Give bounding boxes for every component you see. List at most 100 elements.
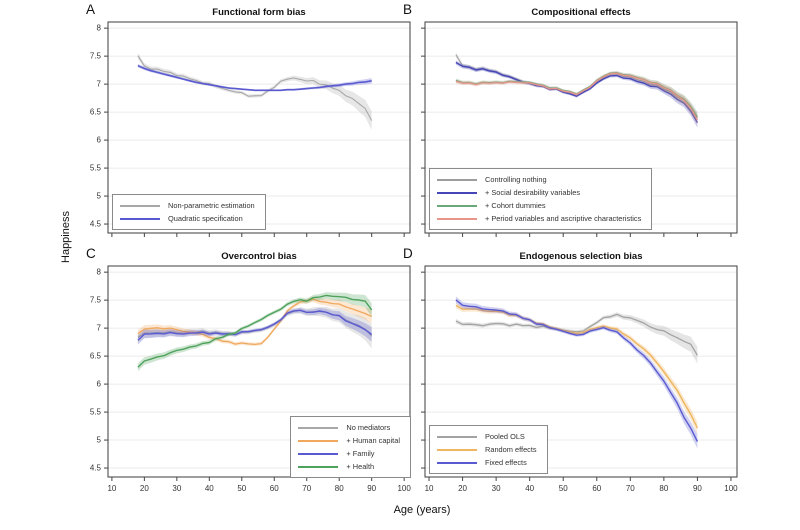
panel-b: B Compositional effects Controlling noth… [403,2,738,237]
series-d-0 [455,312,698,364]
legend-line-sample [437,461,477,464]
legend-d: Pooled OLS Random effects Fixed effects [429,425,548,474]
legend-item: + Health [298,460,400,473]
legend-item: Quadratic specification [120,212,255,225]
plot-area-b: Controlling nothing + Social desirability… [421,21,738,237]
series-a-0 [137,53,373,131]
series-b-3 [455,71,698,125]
y-tick-label: 5 [97,436,102,445]
legend-item: Non-parametric estimation [120,199,255,212]
series-c-2 [137,307,373,345]
panel-title-c: Overcontrol bias [221,251,297,262]
plot-area-d: 10 20 30 40 50 60 70 80 90 100 Pooled OLS Random ef… [421,265,738,493]
series-c-3 [137,292,373,372]
y-tick-label: 6.5 [90,352,102,361]
x-tick-label: 20 [140,484,149,493]
legend-label: + Health [346,462,375,471]
y-tick-label: 5 [97,192,102,201]
panel-letter-d: D [403,246,413,261]
legend-line-sample [298,439,339,442]
legend-label: + Cohort dummies [485,201,546,210]
x-tick-label: 80 [335,484,344,493]
x-tick-label: 60 [592,484,601,493]
legend-item: Random effects [437,443,537,456]
axis-ticks [421,27,732,237]
y-tick-label: 6 [97,380,102,389]
legend-item: + Human capital [298,434,400,447]
y-tick-label: 5.5 [90,164,102,173]
x-tick-label: 80 [659,484,668,493]
legend-line-sample [298,465,339,468]
panel-letter-c: C [86,246,96,261]
series-d-2 [455,296,699,449]
x-tick-label: 100 [724,484,738,493]
plot-svg-c: 8 7.5 7 6.5 6 5.5 5 4.5 10 20 30 40 50 60 70 80 90 100 [90,265,411,493]
y-tick-label: 7 [97,324,102,333]
x-tick-label: 10 [425,484,434,493]
y-tick-label: 7.5 [90,296,102,305]
gridlines [425,271,737,469]
legend-label: Pooled OLS [485,432,525,441]
legend-item: Fixed effects [437,456,537,469]
legend-b: Controlling nothing + Social desirability… [429,168,653,230]
legend-a: Non-parametric estimation Quadratic speci… [112,194,266,230]
legend-label: + Period variables and ascriptive charac… [485,214,642,223]
x-tick-label: 60 [270,484,279,493]
plot-area-c: 8 7.5 7 6.5 6 5.5 5 4.5 10 20 30 40 50 60 70 80 90 100 No … [90,265,411,493]
y-axis-title: Happiness [60,211,72,263]
y-tick-label: 6 [97,136,102,145]
panel-letter-b: B [403,2,413,17]
legend-label: Controlling nothing [485,175,547,184]
y-tick-label: 5.5 [90,408,102,417]
legend-line-sample [437,178,477,181]
x-tick-label: 90 [367,484,376,493]
panel-a: A Functional form bias 8 7.5 7 6.5 6 5.5 5 4.5 N… [86,2,411,237]
series-b-1 [455,60,699,128]
legend-label: Random effects [485,445,537,454]
legend-item: + Cohort dummies [437,199,641,212]
axis-ticks: 8 7.5 7 6.5 6 5.5 5 4.5 10 20 30 40 50 60 70 80 90 100 [90,268,411,493]
legend-item: + Period variables and ascriptive charac… [437,212,641,225]
legend-line-sample [120,204,160,207]
plot-svg-d: 10 20 30 40 50 60 70 80 90 100 [421,265,738,493]
x-tick-label: 100 [397,484,411,493]
legend-label: + Human capital [346,436,400,445]
x-axis-title: Age (years) [393,504,451,516]
y-tick-label: 4.5 [90,220,102,229]
legend-item: No mediators [298,421,400,434]
y-tick-label: 8 [97,24,102,33]
panel-d: D Endogenous selection bias 10 20 30 40 50 60… [403,246,738,493]
panel-c: C Overcontrol bias 8 7.5 7 6.5 6 5.5 5 4.5 10 20 3… [86,246,411,493]
x-tick-label: 90 [693,484,702,493]
legend-label: No mediators [346,423,391,432]
x-tick-label: 50 [559,484,568,493]
legend-item: Controlling nothing [437,173,641,186]
x-tick-label: 70 [626,484,635,493]
series-d-1 [455,302,699,435]
legend-label: + Family [346,449,375,458]
legend-line-sample [437,435,477,438]
plot-svg-a: 8 7.5 7 6.5 6 5.5 5 4.5 [90,21,411,237]
legend-c: No mediators + Human capital + Family + Hea… [290,416,411,478]
legend-line-sample [437,204,477,207]
y-tick-label: 7 [97,80,102,89]
panel-title-a: Functional form bias [212,7,306,18]
axis-ticks: 10 20 30 40 50 60 70 80 90 100 [421,271,738,493]
plot-area-a: 8 7.5 7 6.5 6 5.5 5 4.5 Non-parametric estimatio… [90,21,411,237]
legend-label: Non-parametric estimation [168,201,255,210]
gridlines [108,27,410,225]
panel-title-b: Compositional effects [531,7,631,18]
x-tick-label: 70 [302,484,311,493]
x-tick-label: 40 [205,484,214,493]
x-tick-label: 30 [492,484,501,493]
legend-line-sample [437,191,477,194]
y-tick-label: 7.5 [90,52,102,61]
legend-item: Pooled OLS [437,430,537,443]
panel-letter-a: A [86,2,96,17]
legend-line-sample [298,426,339,429]
axis-ticks: 8 7.5 7 6.5 6 5.5 5 4.5 [90,24,405,237]
legend-item: + Family [298,447,400,460]
x-tick-label: 40 [525,484,534,493]
x-tick-label: 30 [172,484,181,493]
